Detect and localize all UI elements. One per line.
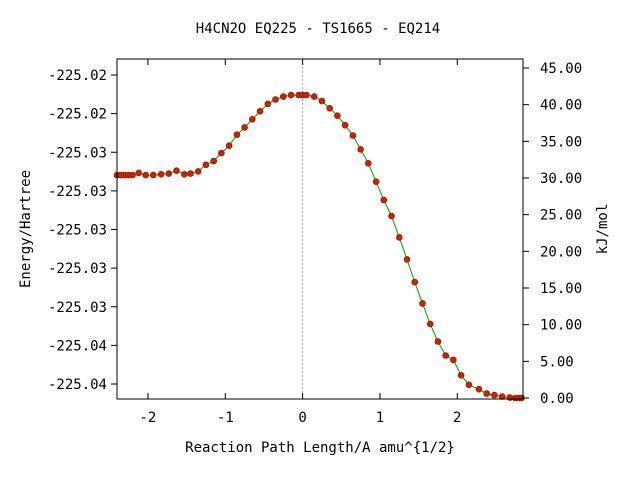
data-point bbox=[279, 93, 287, 100]
data-point bbox=[157, 171, 165, 178]
data-point bbox=[450, 356, 457, 364]
data-point bbox=[357, 146, 364, 153]
left-tick-label: -225.04 bbox=[48, 338, 107, 354]
left-tick-label: -225.03 bbox=[48, 300, 107, 316]
data-point bbox=[129, 171, 136, 179]
data-point bbox=[457, 371, 465, 379]
data-point bbox=[506, 394, 514, 401]
data-point bbox=[187, 170, 194, 177]
left-tick-label: -225.02 bbox=[48, 68, 107, 84]
x-tick-label: 2 bbox=[453, 410, 461, 426]
data-point bbox=[150, 171, 157, 179]
data-point bbox=[165, 170, 173, 177]
right-tick-label: 15.00 bbox=[540, 281, 582, 297]
right-tick-label: 35.00 bbox=[540, 134, 582, 150]
data-point bbox=[202, 161, 210, 169]
data-point bbox=[225, 142, 233, 149]
data-point bbox=[341, 121, 349, 129]
data-point-layer bbox=[113, 91, 525, 402]
right-tick-label: 0.00 bbox=[540, 391, 574, 407]
data-point bbox=[326, 105, 334, 112]
data-point bbox=[388, 212, 395, 220]
left-tick-label: -225.03 bbox=[48, 145, 107, 161]
energy-curve-layer bbox=[117, 94, 522, 399]
data-point bbox=[310, 93, 318, 100]
plot-frame bbox=[116, 58, 524, 400]
data-point bbox=[434, 338, 442, 345]
y-axis-label-right: kJ/mol bbox=[595, 204, 611, 255]
data-point bbox=[465, 381, 473, 389]
right-tick-label: 10.00 bbox=[540, 318, 582, 334]
x-tick-label: -2 bbox=[140, 410, 157, 426]
data-point bbox=[303, 91, 310, 99]
data-point bbox=[135, 169, 142, 177]
data-point bbox=[233, 131, 241, 138]
data-point bbox=[380, 196, 388, 204]
data-point bbox=[364, 160, 372, 167]
x-tick-label: -1 bbox=[217, 410, 234, 426]
data-point bbox=[249, 116, 256, 123]
y-axis-right: 0.00 5.00 10.00 15.00 20.00 25.00 30.00 35.00 40… bbox=[523, 61, 582, 407]
data-point bbox=[218, 149, 225, 157]
left-tick-label: -225.02 bbox=[48, 107, 107, 123]
right-tick-label: 45.00 bbox=[540, 61, 582, 77]
data-point bbox=[349, 132, 357, 139]
left-tick-label: -225.03 bbox=[48, 184, 107, 200]
data-point bbox=[419, 300, 426, 307]
data-point bbox=[210, 157, 217, 165]
data-point bbox=[395, 234, 403, 241]
data-point bbox=[194, 168, 202, 175]
x-tick-label: 0 bbox=[298, 410, 306, 426]
data-point bbox=[264, 100, 272, 108]
energy-curve bbox=[117, 94, 522, 399]
data-point bbox=[272, 96, 279, 103]
x-axis: -2 -1 0 1 2 bbox=[140, 59, 461, 426]
left-tick-label: -225.03 bbox=[48, 223, 107, 239]
data-point bbox=[483, 390, 491, 397]
data-point bbox=[287, 91, 295, 99]
data-point bbox=[142, 171, 149, 179]
y-axis-left: -225.02 -225.02 -225.03 -225.03 -225.03 -225.… bbox=[48, 68, 117, 393]
data-point bbox=[372, 178, 380, 185]
data-point bbox=[241, 124, 248, 131]
chart-title: H4CN2O EQ225 - TS1665 - EQ214 bbox=[196, 21, 440, 37]
data-point bbox=[318, 97, 326, 105]
left-tick-label: -225.04 bbox=[48, 377, 107, 393]
right-tick-label: 40.00 bbox=[540, 98, 582, 114]
data-point bbox=[173, 167, 180, 174]
data-point bbox=[491, 391, 498, 399]
y-axis-label-left: Energy/Hartree bbox=[18, 170, 34, 288]
x-axis-label: Reaction Path Length/A amu^{1/2} bbox=[185, 440, 455, 456]
data-point bbox=[181, 171, 188, 178]
right-tick-label: 5.00 bbox=[540, 354, 574, 370]
data-point bbox=[334, 112, 341, 119]
left-tick-label: -225.03 bbox=[48, 261, 107, 277]
right-tick-label: 25.00 bbox=[540, 208, 582, 224]
data-point bbox=[256, 108, 264, 115]
data-point bbox=[426, 320, 434, 328]
x-tick-label: 1 bbox=[376, 410, 384, 426]
right-tick-label: 30.00 bbox=[540, 171, 582, 187]
data-point bbox=[475, 385, 483, 393]
right-tick-label: 20.00 bbox=[540, 244, 582, 260]
data-point bbox=[403, 256, 411, 263]
data-point bbox=[442, 352, 450, 359]
data-point bbox=[411, 278, 419, 286]
